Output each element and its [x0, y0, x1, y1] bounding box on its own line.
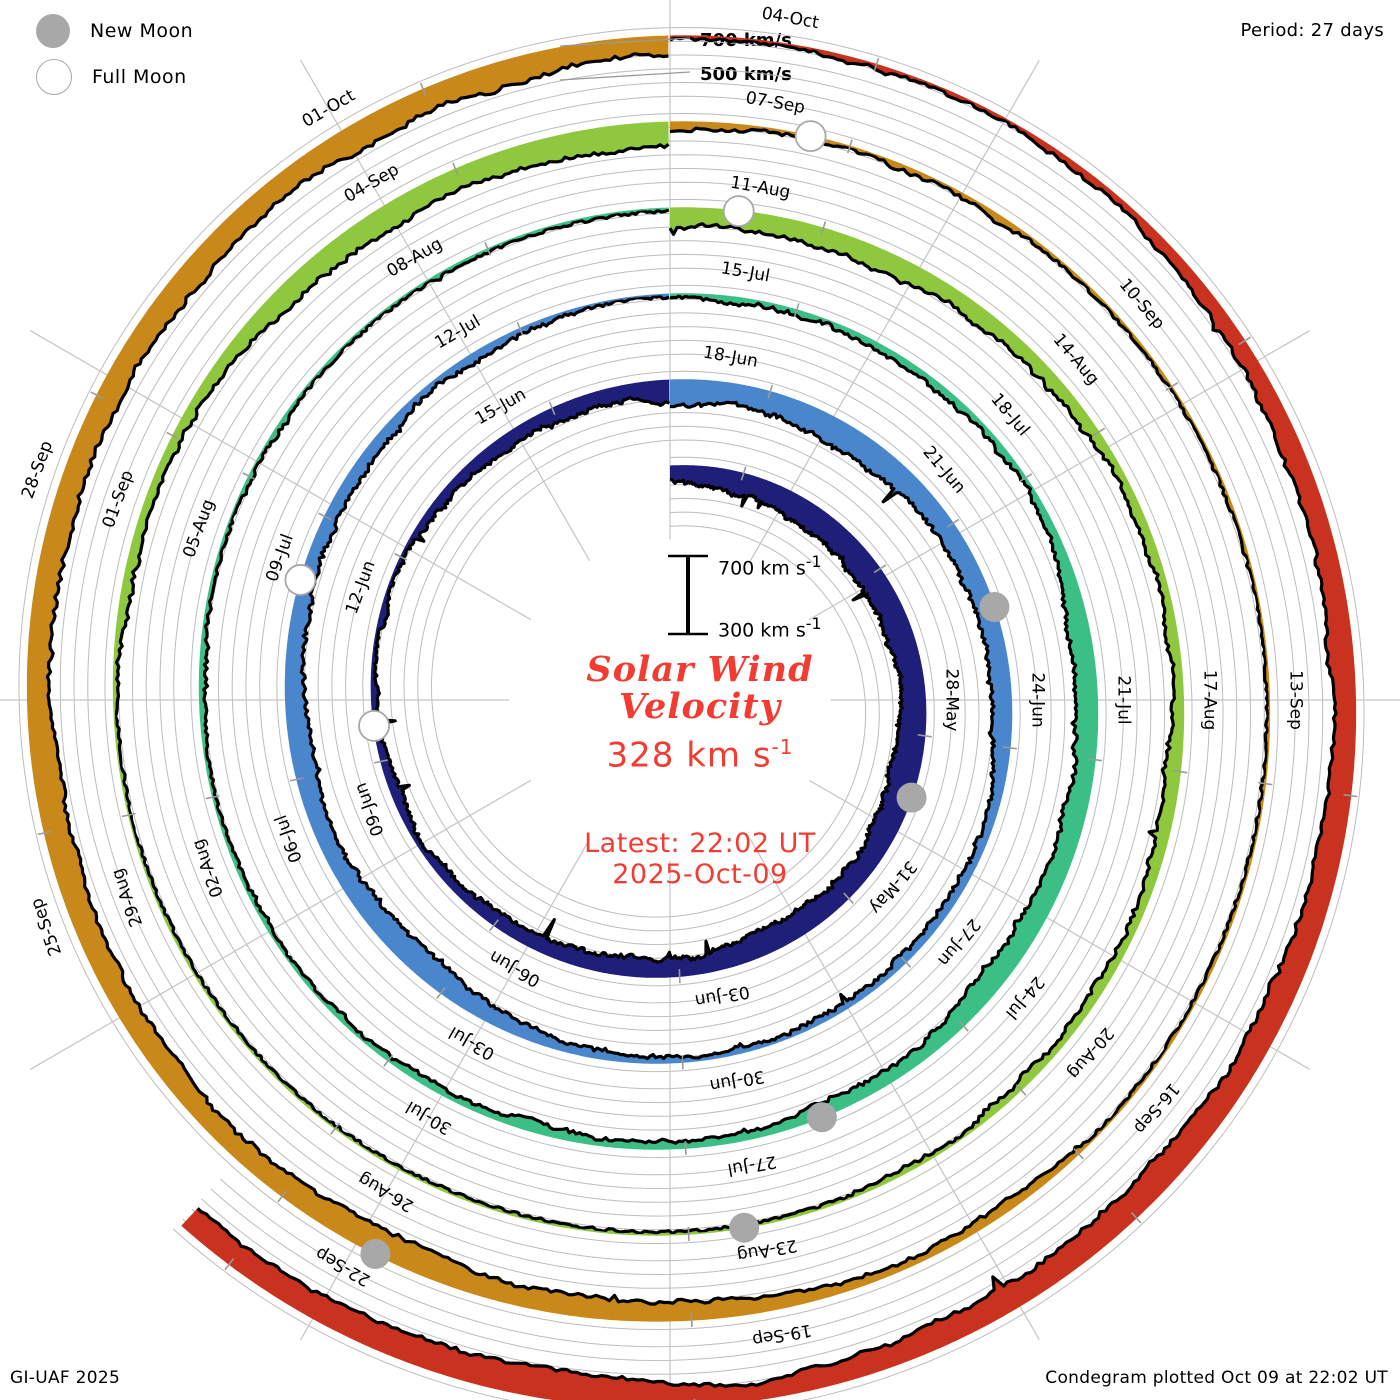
date-label: 09-Jun — [351, 780, 389, 839]
date-label: 01-Oct — [299, 86, 359, 132]
spiral-band-layer — [26, 35, 1357, 1400]
date-label: 04-Oct — [760, 3, 821, 33]
new-moon-icon — [36, 14, 70, 48]
date-label: 06-Jul — [271, 812, 307, 865]
scale-bar-icon — [668, 554, 708, 636]
date-label: 12-Jul — [431, 311, 484, 353]
date-label: 28-May — [941, 669, 961, 732]
date-label: 30-Jul — [403, 1096, 456, 1138]
date-label: 19-Sep — [751, 1320, 813, 1350]
date-label: 28-Sep — [18, 438, 57, 501]
date-label: 01-Sep — [99, 468, 138, 531]
current-speed-readout: 328 km s-1 — [606, 735, 794, 776]
legend-item-full-moon: Full Moon — [22, 54, 322, 100]
axis-leader-layer — [559, 37, 691, 81]
date-label: 24-Jun — [1027, 672, 1047, 727]
scale-bar: 700 km s-1 300 km s-1 — [430, 540, 970, 645]
radial-tick-500: 500 km/s — [700, 64, 792, 85]
date-label: 02-Aug — [188, 836, 228, 900]
center-info-panel: 700 km s-1 300 km s-1 Solar Wind Velocit… — [430, 540, 970, 890]
moon-phase-legend: New Moon Full Moon — [22, 8, 322, 100]
date-label: 17-Aug — [1199, 670, 1219, 731]
legend-item-new-moon: New Moon — [22, 8, 322, 54]
page-title: Solar Wind Velocity — [430, 651, 970, 725]
date-label: 21-Jul — [1113, 675, 1133, 724]
title-line-1: Solar Wind — [586, 649, 814, 690]
date-label: 25-Sep — [27, 895, 66, 958]
date-label: 15-Jul — [719, 258, 771, 286]
date-label: 29-Aug — [108, 866, 148, 930]
scale-bar-high-exponent: -1 — [805, 552, 822, 571]
date-label: 12-Jun — [342, 558, 380, 617]
date-label: 24-Jul — [1001, 972, 1048, 1023]
scale-bar-low-exponent: -1 — [805, 614, 822, 633]
title-line-2: Velocity — [619, 686, 781, 728]
scale-bar-high-label: 700 km s-1 — [718, 552, 822, 580]
legend-label-new-moon: New Moon — [90, 20, 194, 42]
date-label: 30-Jun — [708, 1066, 766, 1095]
latest-time: Latest: 22:02 UT — [584, 827, 816, 859]
full-moon-icon — [36, 59, 72, 95]
title-block: Solar Wind Velocity 328 km s-1 Latest: 2… — [430, 651, 970, 890]
plot-timestamp: Condegram plotted Oct 09 at 22:02 UT — [1045, 1368, 1388, 1388]
credit-label: GI-UAF 2025 — [10, 1368, 121, 1388]
date-label: 18-Jul — [986, 390, 1033, 441]
scale-bar-low-label: 300 km s-1 — [718, 614, 822, 642]
date-label: 07-Sep — [744, 88, 806, 118]
period-label: Period: 27 days — [1240, 20, 1384, 41]
date-label: 03-Jul — [446, 1022, 499, 1064]
tick-mark-layer — [37, 57, 1358, 1400]
moon-marker-layer — [284, 120, 1010, 1270]
date-label: 26-Aug — [355, 1168, 417, 1216]
legend-label-full-moon: Full Moon — [92, 66, 187, 88]
date-label: 03-Jun — [693, 981, 751, 1010]
latest-date: 2025-Oct-09 — [612, 858, 788, 890]
current-speed-exponent: -1 — [771, 735, 794, 760]
latest-observation: Latest: 22:02 UT 2025-Oct-09 — [430, 828, 970, 890]
date-label: 13-Sep — [1285, 670, 1305, 730]
